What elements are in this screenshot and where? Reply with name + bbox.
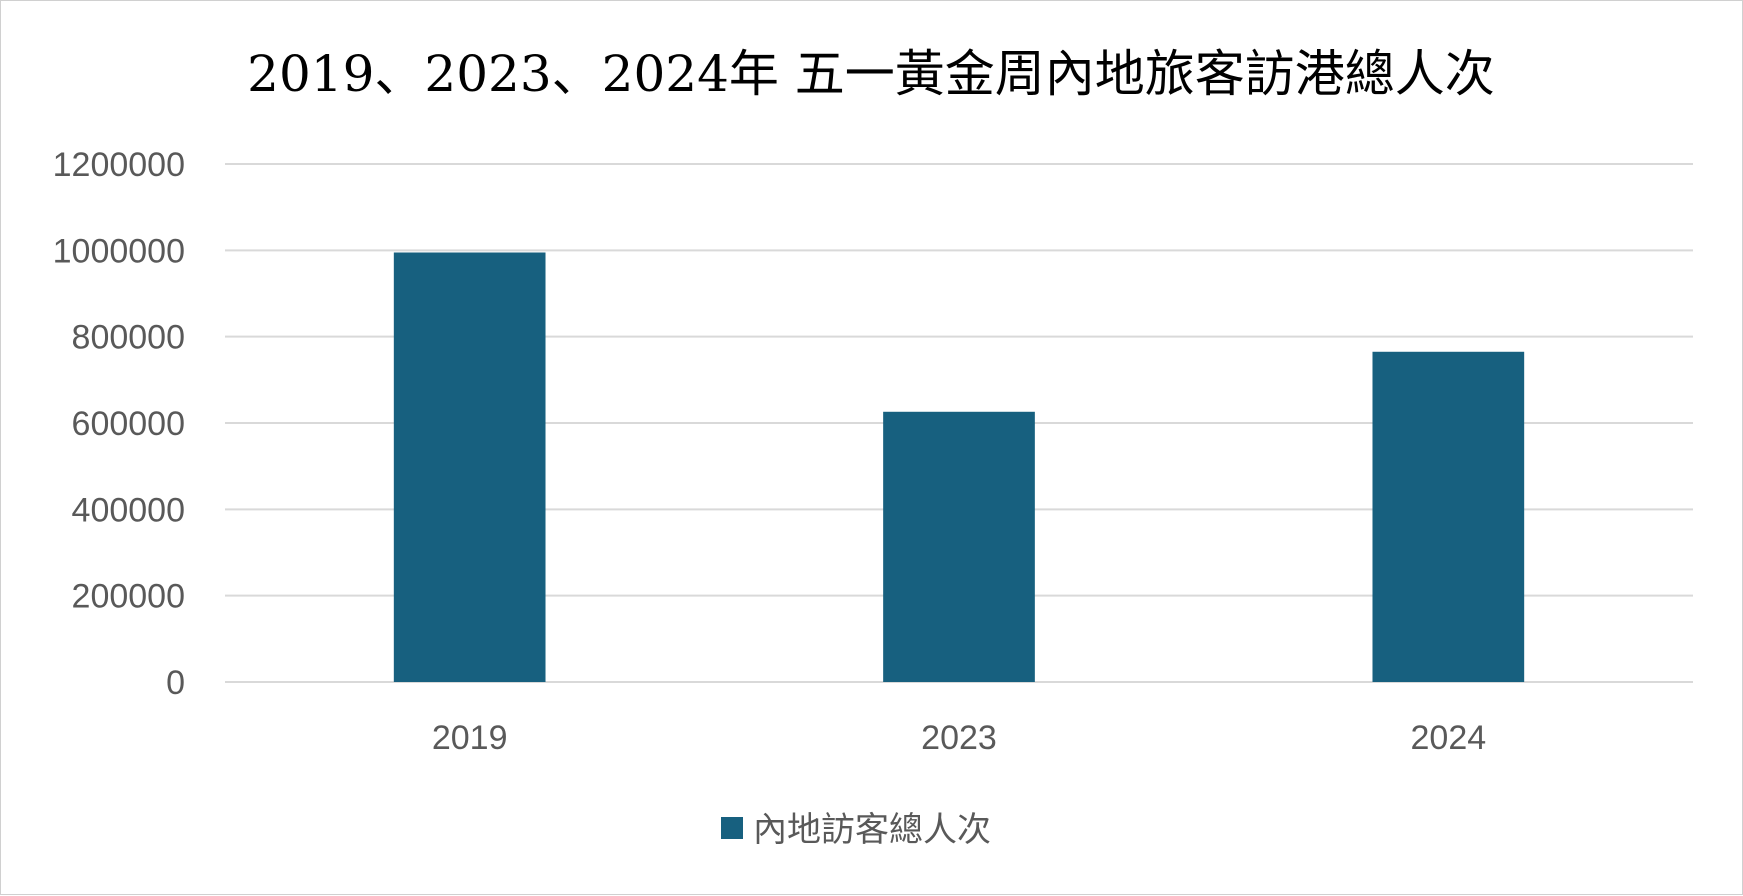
y-axis-tick-labels: 0 200000 400000 600000 800000 1000000 1200000 <box>53 146 185 702</box>
y-tick-label-0: 0 <box>166 664 185 702</box>
chart-title: 2019、2023、2024年 五一黃金周內地旅客訪港總人次 <box>247 45 1495 103</box>
x-axis-tick-labels: 2019 2023 2024 <box>432 719 1486 757</box>
x-tick-label-2024: 2024 <box>1411 719 1487 757</box>
bar-2024 <box>1372 351 1525 682</box>
bar-2019 <box>393 252 546 682</box>
bar-2023 <box>883 411 1035 682</box>
y-tick-label-400000: 400000 <box>72 491 185 529</box>
legend: 內地訪客總人次 <box>721 810 991 850</box>
y-tick-label-600000: 600000 <box>72 405 185 443</box>
y-tick-label-800000: 800000 <box>72 319 185 357</box>
x-tick-label-2023: 2023 <box>921 719 997 757</box>
y-tick-label-200000: 200000 <box>72 578 185 616</box>
bars <box>393 252 1525 682</box>
legend-label: 內地訪客總人次 <box>753 810 991 850</box>
legend-swatch <box>721 817 743 839</box>
x-tick-label-2019: 2019 <box>432 719 508 757</box>
y-tick-label-1000000: 1000000 <box>53 232 185 270</box>
y-tick-label-1200000: 1200000 <box>53 146 185 184</box>
